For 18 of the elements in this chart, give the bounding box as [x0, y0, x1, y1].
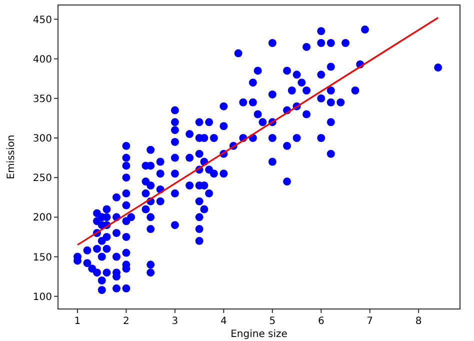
y-tick-label: 300: [32, 134, 52, 144]
x-tick-label: 7: [366, 316, 374, 327]
x-tick-label: 4: [220, 316, 227, 327]
x-tick-label: 3: [172, 316, 178, 327]
y-tick-label: 350: [32, 94, 52, 105]
x-tick-label: 8: [415, 316, 422, 327]
x-tick-label: 1: [74, 316, 81, 327]
y-tick-label: 200: [32, 212, 52, 224]
x-tick-label: 5: [269, 316, 276, 327]
x-tick-label: 2: [123, 316, 130, 327]
y-tick-label: 250: [32, 173, 52, 184]
y-tick-label: 400: [32, 54, 52, 66]
x-tick-label: 6: [318, 316, 324, 327]
y-tick-label: 150: [32, 252, 52, 264]
x-axis-title: Engine size: [230, 329, 288, 340]
y-tick-label: 450: [32, 14, 52, 26]
y-axis-title: Emission: [6, 134, 17, 180]
y-tick-label: 100: [32, 292, 52, 303]
